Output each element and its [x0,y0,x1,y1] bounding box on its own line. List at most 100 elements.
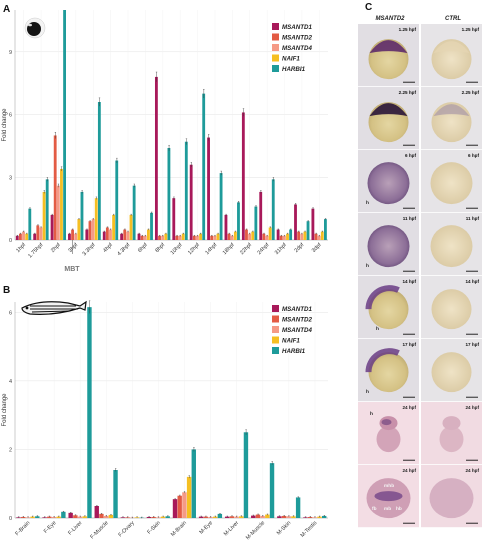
ish-tile-msantd2: 17 hpf h [358,339,419,402]
anatomy-label: h [366,263,369,269]
b-legend-label: HARBI1 [282,348,306,355]
stage-label: 11 hpf [466,216,480,221]
a-bar-msantd2 [314,233,318,240]
b-bar-naif1 [317,516,322,518]
a-bar-msantd2 [105,227,109,240]
a-bar-naif1 [25,233,29,240]
ish-tile-msantd2: 11 hpf h [358,213,419,276]
anatomy-label: h [376,326,379,332]
a-legend-swatch [272,65,279,72]
embryo-head [442,416,461,431]
a-bar-msantd1 [154,76,158,240]
a-bar-harbi1 [219,173,223,240]
b-y-tick-label: 2 [9,447,12,453]
b-bar-naif1 [212,516,218,518]
b-x-tick-label: F-Muscle [89,520,109,540]
a-bar-msantd2 [210,235,214,240]
a-bar-harbi1 [324,219,327,240]
a-legend-label: HARBI1 [282,66,306,73]
b-legend-swatch [272,326,279,333]
b-bar-harbi1 [243,432,249,518]
stage-label: 14 hpf [465,279,479,284]
ish-tile-msantd2: 14 hpf h [358,276,419,339]
ish-tile-msantd2: 24 hpf mhb fb mb hb [358,465,419,528]
a-bar-msantd1 [120,233,124,240]
a-x-tick-label: 10hpf [170,242,184,256]
a-bar-msantd2 [192,235,196,240]
stain [369,40,408,54]
a-y-tick-label: 3 [9,175,12,181]
a-x-tick-label: 24hpf [257,242,271,256]
panel-b-letter: B [3,285,10,296]
a-bar-msantd4 [178,235,182,240]
embryo-icon [24,17,46,39]
anatomy-label: fb [372,506,377,512]
a-y-tick-label: 0 [9,238,12,244]
a-x-tick-label: 12hpf [187,242,201,256]
a-bar-msantd4 [265,235,269,240]
b-bar-msantd2 [177,495,182,518]
b-x-tick-label: F-Ovary [117,520,135,538]
a-bar-naif1 [268,227,272,240]
a-bar-harbi1 [132,185,136,240]
anatomy-label: mhb [384,483,394,489]
b-bar-harbi1 [87,307,92,518]
a-bar-naif1 [233,231,237,240]
panel-a-gridlines [14,10,328,241]
a-bar-harbi1 [115,160,119,240]
mbt-annotation: MBT [64,240,80,273]
stage-label: 2.25 hpf [399,90,417,95]
a-bar-msantd1 [241,112,245,240]
b-bar-msantd2 [203,516,208,518]
a-bar-naif1 [42,191,46,240]
a-bar-msantd2 [36,225,40,240]
ish-tile-msantd2: 1.25 hpf [358,24,419,87]
anatomy-label: hb [396,506,402,512]
a-bar-msantd1 [50,214,54,240]
a-bar-msantd4 [248,233,252,240]
panel-a-letter: A [3,4,10,15]
b-legend-label: NAIF1 [282,338,300,345]
panel-a-y-label: Fold change [2,108,8,142]
b-x-tick-label: F-Eye [43,520,58,535]
stage-label: 24 hpf [465,405,479,410]
b-bar-msantd1 [68,512,73,518]
a-bar-msantd1 [294,204,297,240]
a-bar-msantd1 [172,198,176,240]
a-bar-harbi1 [45,179,49,240]
b-bar-msantd2 [73,515,78,518]
a-bar-naif1 [60,168,63,240]
b-bar-harbi1 [61,511,66,518]
a-bar-naif1 [129,214,133,240]
a-bar-naif1 [303,231,307,240]
ish-tile-ctrl: 1.25 hpf [421,24,482,87]
a-bar-naif1 [199,233,202,240]
b-x-tick-label: F-Liver [67,520,83,536]
a-bar-msantd1 [207,137,210,240]
col-title-ctrl: CTRL [445,16,461,22]
a-x-tick-label: 4hpf [102,242,114,254]
a-bar-harbi1 [271,179,275,240]
a-bar-harbi1 [63,10,66,240]
embryo-body [429,478,474,519]
a-bar-msantd2 [53,135,57,240]
a-bar-msantd4 [74,233,78,240]
b-y-tick-label: 6 [9,310,12,316]
stage-label: 2.25 hpf [462,90,480,95]
a-legend-swatch [272,33,279,41]
a-bar-harbi1 [306,221,310,240]
stain [374,491,403,502]
a-bar-msantd4 [282,235,286,240]
a-bar-naif1 [112,214,116,240]
b-bar-harbi1 [191,449,196,518]
embryo-body [431,352,472,393]
zebrafish-icon [21,300,87,315]
b-x-tick-label: M-Eye [199,520,214,535]
a-x-tick-label: 1.75hpf [27,242,45,260]
b-bar-msantd2 [281,515,287,518]
b-bar-msantd2 [47,516,52,518]
a-bar-harbi1 [167,148,171,240]
a-bar-harbi1 [184,141,188,240]
a-legend-label: MSANTD1 [282,24,312,31]
